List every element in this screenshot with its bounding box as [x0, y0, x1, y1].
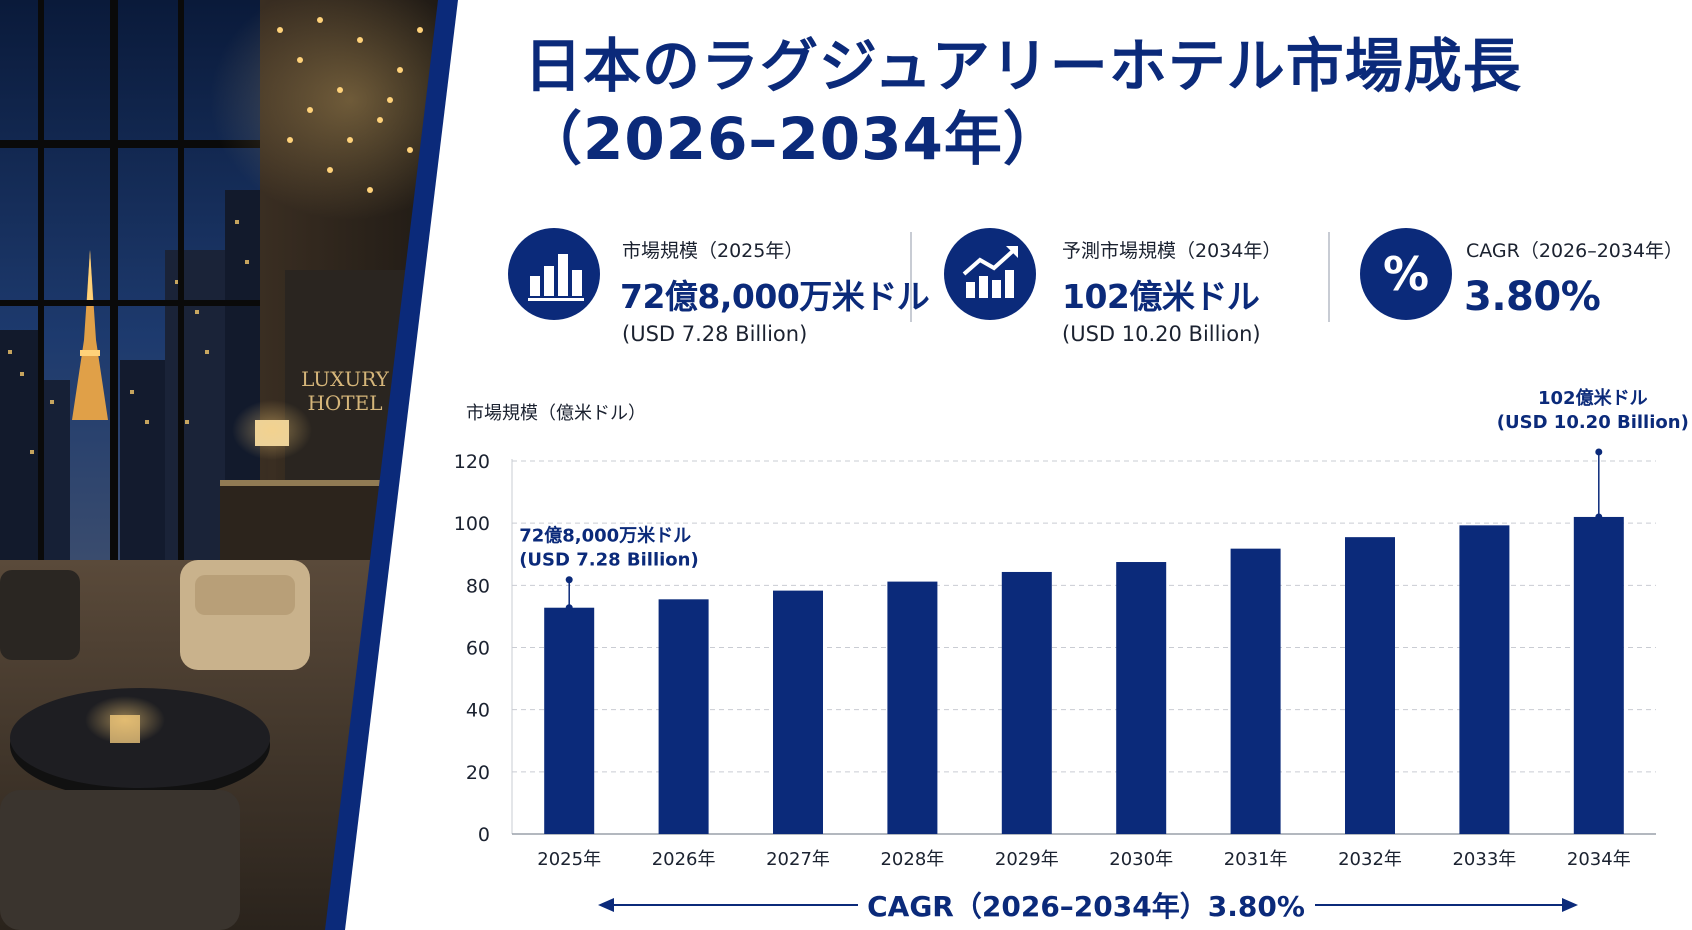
stat-market-size-2025-label: 市場規模（2025年）: [622, 240, 804, 262]
x-tick-label: 2030年: [1109, 849, 1173, 870]
x-tick-label: 2031年: [1224, 849, 1288, 870]
sign-hotel: HOTEL: [307, 391, 382, 415]
y-tick-label: 100: [454, 513, 490, 535]
bar: [658, 599, 709, 834]
annotation-usd-label: (USD 10.20 Billion): [1497, 412, 1689, 433]
stat-market-size-2025-value: 72億8,000万米ドル: [620, 277, 930, 316]
x-tick-label: 2028年: [880, 849, 944, 870]
stat-market-size-2025-sub: (USD 7.28 Billion): [622, 322, 808, 346]
annotation-dot: [565, 604, 573, 612]
y-tick-label: 20: [466, 762, 490, 784]
stat-forecast-2034-label: 予測市場規模（2034年）: [1062, 240, 1282, 262]
bar: [1459, 525, 1510, 834]
annotation-usd-label: (USD 7.28 Billion): [519, 550, 699, 571]
percent-icon: %: [1383, 247, 1429, 301]
stat-cagr-icon-circle: %: [1360, 228, 1452, 320]
bar: [1116, 562, 1167, 834]
y-tick-label: 80: [466, 575, 490, 597]
stat-forecast-2034-sub: (USD 10.20 Billion): [1062, 322, 1261, 346]
cagr-arrow-left-head: [598, 898, 614, 912]
stat-divider-1: [910, 232, 912, 322]
annotation-dot: [1595, 513, 1603, 521]
y-axis-label: 市場規模（億米ドル）: [466, 403, 646, 424]
trend-up-chart-icon: [962, 246, 1018, 298]
cagr-footer-text: CAGR（2026–2034年）3.80%: [867, 890, 1305, 923]
annotation-value-label: 102億米ドル: [1538, 387, 1648, 409]
x-tick-label: 2029年: [995, 849, 1059, 870]
y-tick-label: 120: [454, 451, 490, 473]
stat-forecast-2034-icon-circle: [944, 228, 1036, 320]
y-tick-label: 0: [478, 824, 490, 846]
bar: [1573, 516, 1624, 834]
annotation-dot: [1595, 448, 1603, 456]
x-tick-label: 2025年: [537, 849, 601, 870]
bar: [887, 581, 938, 834]
y-tick-label: 60: [466, 638, 490, 660]
x-tick-label: 2032年: [1338, 849, 1402, 870]
bar-chart-icon: [528, 254, 584, 301]
bar: [544, 607, 595, 834]
stat-cagr-value: 3.80%: [1464, 274, 1601, 320]
stat-forecast-2034-value: 102億米ドル: [1062, 277, 1260, 316]
cagr-arrow-right-head: [1562, 898, 1578, 912]
sign-luxury: LUXURY: [301, 367, 390, 391]
x-tick-label: 2027年: [766, 849, 830, 870]
bar: [773, 590, 823, 834]
svg-text:%: %: [1383, 247, 1429, 301]
bar: [1345, 537, 1395, 834]
title-line-1: 日本のラグジュアリーホテル市場成長: [524, 32, 1522, 100]
hotel-lobby-photo: LUXURY HOTEL: [0, 0, 480, 930]
bar: [1230, 548, 1281, 834]
annotation-dot: [565, 576, 573, 584]
stat-cagr-label: CAGR（2026–2034年）: [1466, 240, 1684, 262]
x-tick-label: 2033年: [1452, 849, 1516, 870]
page-title: 日本のラグジュアリーホテル市場成長 （2026–2034年）: [524, 30, 1522, 175]
bar: [1001, 571, 1052, 834]
stat-market-size-2025-icon-circle: [508, 228, 600, 320]
x-tick-label: 2026年: [652, 849, 716, 870]
title-line-2: （2026–2034年）: [524, 104, 1062, 173]
y-tick-label: 40: [466, 700, 490, 722]
stat-divider-2: [1328, 232, 1330, 322]
annotation-value-label: 72億8,000万米ドル: [519, 525, 691, 547]
x-tick-label: 2034年: [1567, 849, 1631, 870]
